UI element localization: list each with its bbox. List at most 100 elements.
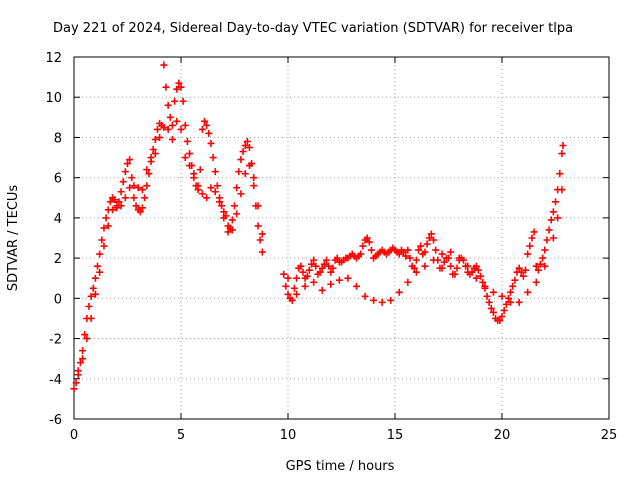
data-point <box>404 246 412 254</box>
data-point <box>524 250 532 258</box>
data-point <box>554 214 562 222</box>
data-point <box>224 228 232 236</box>
data-point <box>378 298 386 306</box>
data-point <box>132 202 140 210</box>
data-point <box>211 168 219 176</box>
data-point <box>400 248 408 256</box>
data-point <box>237 190 245 198</box>
data-point <box>545 226 553 234</box>
data-point <box>237 156 245 164</box>
data-point <box>203 194 211 202</box>
data-point <box>517 268 525 276</box>
data-point <box>175 79 183 87</box>
data-point <box>537 260 545 268</box>
data-point <box>320 260 328 268</box>
data-point <box>258 248 266 256</box>
data-point <box>83 335 91 343</box>
data-point <box>70 385 78 393</box>
data-point <box>164 101 172 109</box>
y-tick-label: 12 <box>45 51 62 66</box>
data-point <box>228 226 236 234</box>
data-point <box>96 268 104 276</box>
x-axis-label: GPS time / hours <box>286 459 395 474</box>
data-point <box>335 276 343 284</box>
data-point <box>290 284 298 292</box>
data-point <box>447 262 455 270</box>
data-point <box>303 272 311 280</box>
data-point <box>541 246 549 254</box>
data-point <box>220 214 228 222</box>
data-point <box>91 290 99 298</box>
data-point <box>149 146 157 154</box>
data-point <box>559 141 567 149</box>
data-point <box>177 125 185 133</box>
data-point <box>190 170 198 178</box>
data-point <box>318 264 326 272</box>
data-point <box>239 148 247 156</box>
data-point <box>549 234 557 242</box>
data-point <box>367 246 375 254</box>
data-point <box>91 274 99 282</box>
data-point <box>530 228 538 236</box>
data-point <box>323 256 331 264</box>
data-point <box>162 83 170 91</box>
data-point <box>164 125 172 133</box>
y-tick-label: -4 <box>49 373 62 388</box>
x-tick-label: 15 <box>387 428 404 443</box>
data-point <box>412 256 420 264</box>
data-point <box>515 298 523 306</box>
data-point <box>245 144 253 151</box>
data-point <box>301 282 309 290</box>
data-point <box>196 166 204 174</box>
x-tick-label: 5 <box>177 428 185 443</box>
data-point <box>119 178 127 186</box>
data-point <box>79 347 87 355</box>
data-point <box>511 276 519 284</box>
data-point <box>534 266 542 274</box>
data-point <box>423 240 431 248</box>
data-point <box>507 288 515 296</box>
data-point <box>207 184 215 192</box>
data-point <box>76 359 84 367</box>
data-point <box>111 196 119 204</box>
data-point <box>130 182 138 190</box>
data-point <box>427 230 435 238</box>
y-tick-label: 4 <box>54 212 62 227</box>
data-point <box>528 234 536 242</box>
data-point <box>166 113 174 121</box>
data-point <box>126 184 134 192</box>
data-point <box>297 262 305 270</box>
data-point <box>498 312 506 320</box>
data-point <box>126 156 134 164</box>
data-point <box>370 296 378 304</box>
data-point <box>498 292 506 300</box>
data-point <box>489 308 497 316</box>
data-point <box>117 202 125 210</box>
data-point <box>451 270 459 278</box>
data-point <box>186 162 194 170</box>
data-point <box>198 125 206 133</box>
y-tick-label: 2 <box>54 252 62 267</box>
data-point <box>344 274 352 282</box>
data-point <box>404 278 412 286</box>
data-point <box>201 117 209 125</box>
data-point <box>526 242 534 250</box>
data-point <box>412 268 420 276</box>
data-point <box>203 121 211 129</box>
series-sdtvar <box>70 61 567 393</box>
data-point <box>365 238 373 246</box>
data-point <box>395 250 403 258</box>
data-point <box>151 150 159 158</box>
data-point <box>310 256 318 264</box>
data-point <box>421 262 429 270</box>
y-tick-label: 0 <box>54 292 62 307</box>
data-point <box>153 125 161 133</box>
data-point <box>100 242 108 250</box>
data-point <box>395 288 403 296</box>
data-point <box>312 262 320 270</box>
data-point <box>500 306 508 314</box>
data-point <box>104 222 112 230</box>
chart-title: Day 221 of 2024, Sidereal Day-to-day VTE… <box>53 21 573 36</box>
data-point <box>243 137 251 145</box>
